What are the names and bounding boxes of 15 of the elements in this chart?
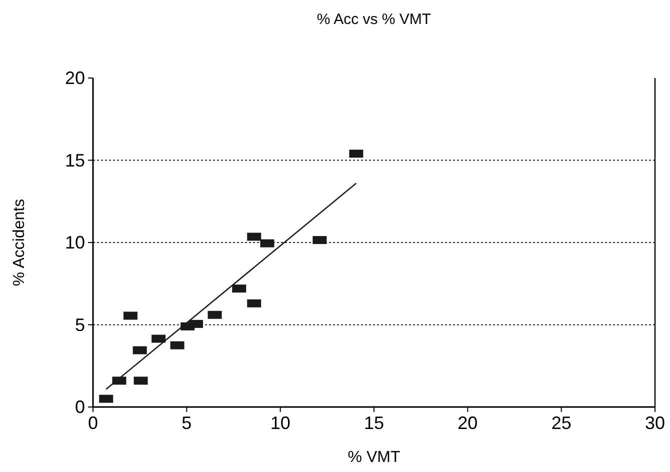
y-axis-title: % Accidents — [11, 198, 28, 286]
x-tick-label: 10 — [270, 413, 290, 433]
x-tick-label: 5 — [182, 413, 192, 433]
chart-title: % Acc vs % VMT — [316, 11, 432, 28]
x-axis-title: % VMT — [348, 449, 400, 466]
y-tick-label: 10 — [64, 232, 85, 252]
y-tick-label: 0 — [74, 397, 85, 417]
y-tick-label: 15 — [64, 150, 85, 170]
y-tick-label: 5 — [74, 314, 85, 335]
x-tick-label: 15 — [364, 413, 384, 433]
x-tick-label: 0 — [88, 413, 98, 433]
y-tick-label: 20 — [64, 68, 85, 88]
x-tick-label: 30 — [644, 413, 666, 433]
x-tick-label: 25 — [551, 413, 572, 433]
x-tick-label: 20 — [458, 413, 478, 433]
